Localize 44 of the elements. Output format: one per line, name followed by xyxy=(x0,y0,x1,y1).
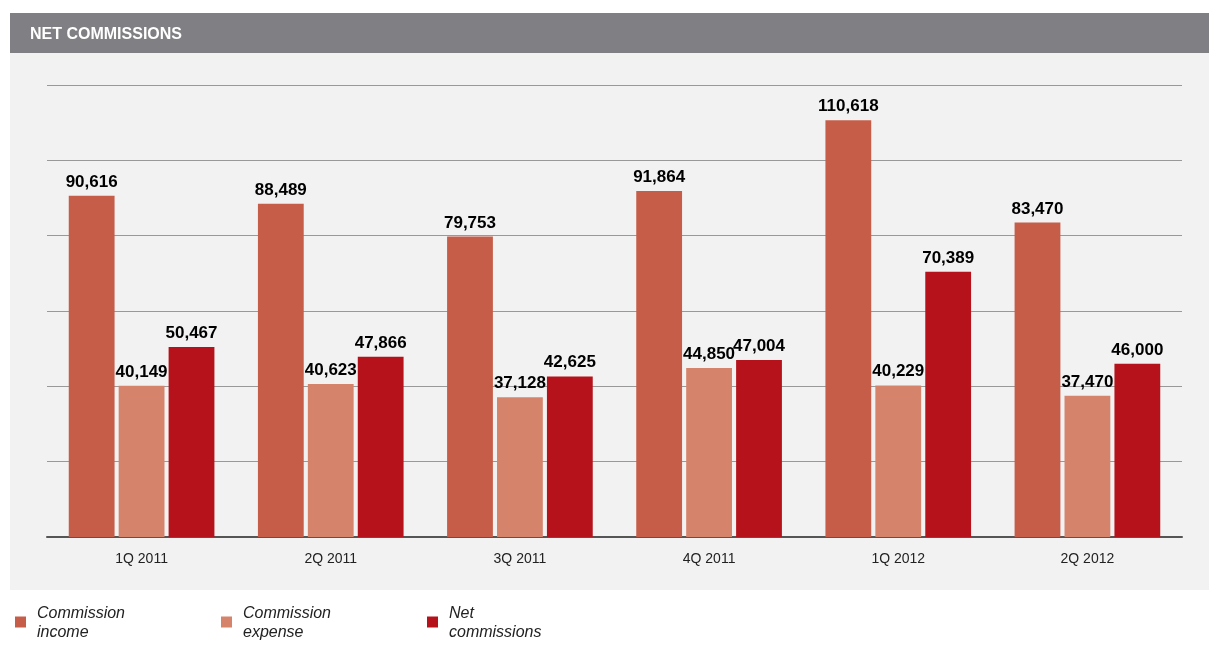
bar xyxy=(875,385,922,537)
chart-title: NET COMMISSIONS xyxy=(10,13,1209,53)
bar xyxy=(736,359,782,537)
data-label: 37,128 xyxy=(493,373,546,393)
data-label: 110,618 xyxy=(818,96,879,116)
data-label: 91,864 xyxy=(633,166,686,186)
x-tick-label: 1Q 2012 xyxy=(871,550,926,566)
bar xyxy=(925,271,972,537)
x-tick-label: 1Q 2011 xyxy=(115,550,169,566)
data-label: 46,000 xyxy=(1111,339,1164,359)
data-label: 70,389 xyxy=(922,247,975,267)
data-label: 37,470 xyxy=(1061,371,1114,391)
x-tick-label: 3Q 2011 xyxy=(493,550,547,566)
data-label: 47,866 xyxy=(354,332,407,352)
data-label: 79,753 xyxy=(443,212,496,232)
bar xyxy=(546,376,593,537)
data-label: 40,149 xyxy=(115,361,168,381)
data-label: 50,467 xyxy=(165,322,218,342)
x-tick-label: 4Q 2011 xyxy=(682,550,736,566)
bar xyxy=(118,385,165,537)
bar xyxy=(1014,222,1061,537)
data-label: 88,489 xyxy=(254,179,307,199)
bar xyxy=(686,368,732,537)
data-label: 83,470 xyxy=(1011,198,1064,218)
bar xyxy=(1114,363,1161,537)
bar xyxy=(447,236,493,537)
bar xyxy=(68,195,115,537)
bar xyxy=(357,356,404,537)
legend-label: Net commissions xyxy=(449,604,542,640)
bar xyxy=(1064,395,1111,537)
bar xyxy=(168,346,215,537)
bar xyxy=(497,397,543,537)
legend-label: Commission expense xyxy=(243,604,336,640)
legend-label: Commission income xyxy=(37,604,130,640)
x-tick-label: 2Q 2011 xyxy=(304,550,358,566)
bar xyxy=(257,203,304,537)
data-label: 40,623 xyxy=(304,359,357,379)
bar xyxy=(636,190,683,537)
data-label: 90,616 xyxy=(65,171,118,191)
bar xyxy=(825,120,872,537)
data-label: 40,229 xyxy=(872,361,925,381)
bar xyxy=(307,383,354,537)
x-tick-label: 2Q 2012 xyxy=(1060,550,1115,566)
data-label: 42,625 xyxy=(543,352,596,372)
